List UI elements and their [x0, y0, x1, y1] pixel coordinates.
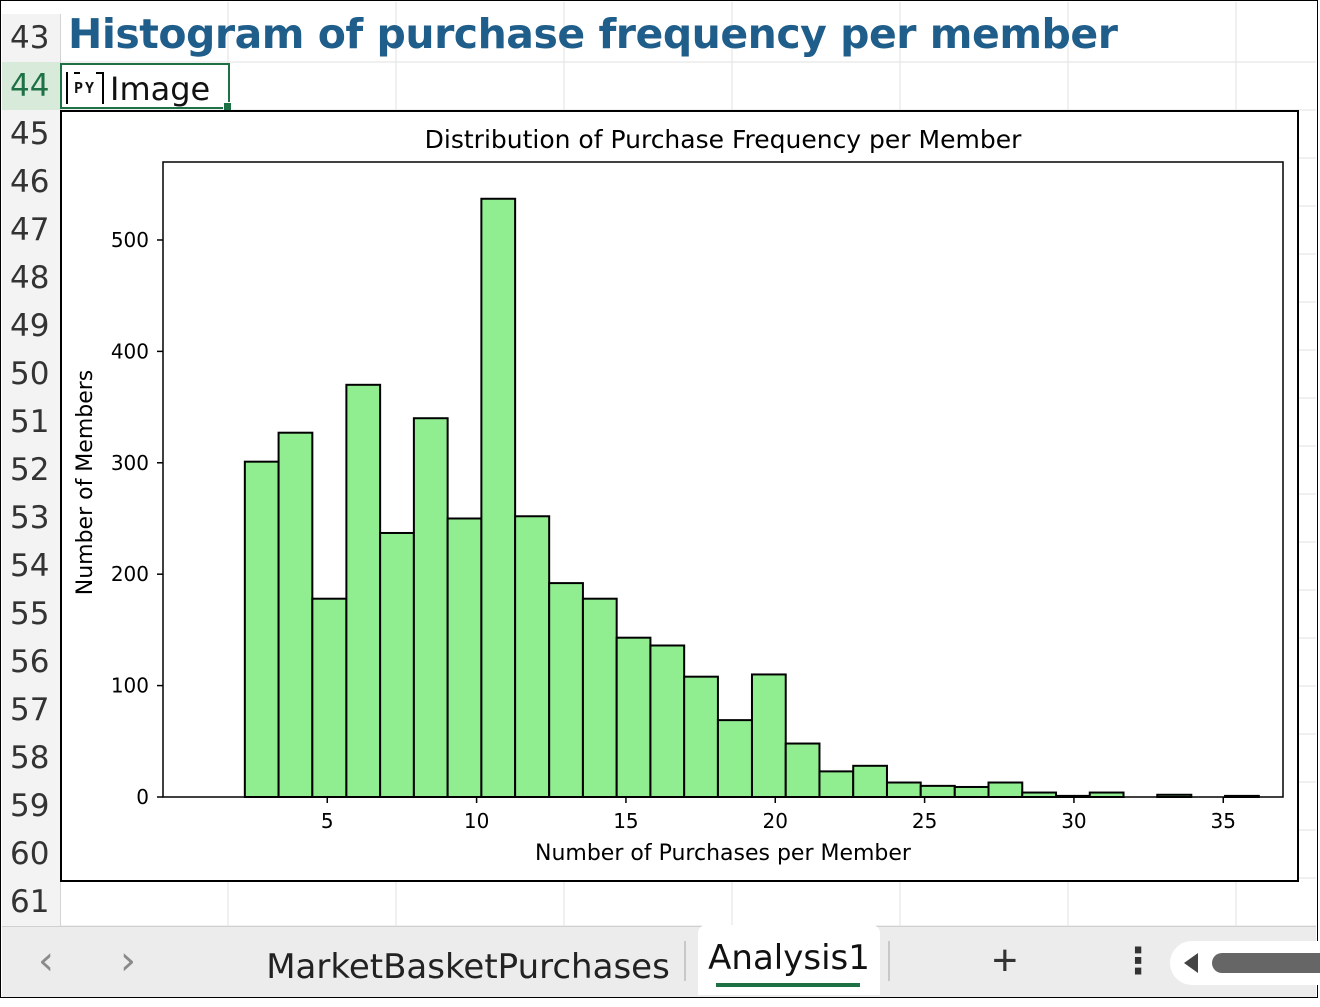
y-tick-label: 400 [111, 339, 149, 363]
histogram-bar-25 [1055, 794, 1091, 799]
y-tick-label: 500 [111, 228, 149, 252]
tab-separator [888, 941, 890, 981]
row-header-58[interactable]: 58 [10, 740, 50, 776]
histogram-bar-19 [852, 764, 888, 798]
row-header-56[interactable]: 56 [10, 644, 50, 680]
histogram-chart: Distribution of Purchase Frequency per M… [73, 125, 1284, 866]
y-tick-label: 100 [111, 674, 149, 698]
histogram-bar-16 [750, 673, 787, 798]
sheet-tab-marketbasketpurchases[interactable]: MarketBasketPurchases [266, 947, 670, 987]
chart-image[interactable]: Distribution of Purchase Frequency per M… [60, 110, 1299, 882]
python-icon: PY [66, 72, 104, 104]
histogram-bar-1 [243, 460, 280, 798]
chart-title: Distribution of Purchase Frequency per M… [425, 125, 1022, 154]
histogram-bar-5 [379, 531, 415, 798]
histogram-bar-30 [1224, 794, 1260, 799]
y-tick-label: 0 [136, 785, 149, 809]
histogram-bar-20 [885, 781, 922, 798]
histogram-bar-12 [615, 636, 652, 799]
histogram-bar-6 [412, 417, 449, 798]
sheet-tab-label: Analysis1 [708, 938, 870, 978]
more-options-icon[interactable]: ⋮ [1120, 940, 1156, 981]
row-header-54[interactable]: 54 [10, 548, 50, 584]
row-header-47[interactable]: 47 [10, 212, 50, 248]
histogram-bar-15 [716, 719, 753, 799]
x-axis-label: Number of Purchases per Member [535, 841, 912, 866]
x-tick-label: 30 [1061, 809, 1086, 833]
histogram-bar-21 [919, 784, 956, 798]
histogram-bar-24 [1021, 791, 1058, 799]
python-cell-value[interactable]: Image [110, 70, 211, 108]
row-header-55[interactable]: 55 [10, 596, 50, 632]
scrollbar-thumb[interactable] [1212, 953, 1320, 973]
active-cell-selection[interactable] [60, 63, 232, 111]
sheet-tab-bar: ‹ › MarketBasketPurchases Analysis1 + ⋮ [2, 925, 1320, 997]
row-header-45[interactable]: 45 [10, 116, 50, 152]
histogram-bar-26 [1088, 791, 1125, 799]
y-tick-label: 200 [111, 562, 149, 586]
histogram-bar-2 [277, 431, 314, 798]
active-tab-underline [716, 983, 860, 987]
x-tick-label: 35 [1211, 809, 1236, 833]
row-header-53[interactable]: 53 [10, 500, 50, 536]
histogram-bar-13 [649, 644, 686, 798]
histogram-bar-18 [818, 770, 855, 799]
row-header-44[interactable]: 44 [2, 62, 60, 110]
chevron-left-icon[interactable]: ‹ [38, 938, 54, 984]
histogram-bar-10 [548, 582, 584, 798]
tab-separator [684, 941, 686, 981]
row-header-50[interactable]: 50 [10, 356, 50, 392]
scroll-left-icon[interactable] [1184, 953, 1198, 973]
histogram-bar-3 [311, 597, 348, 798]
row-header-46[interactable]: 46 [10, 164, 50, 200]
histogram-bar-11 [581, 597, 618, 798]
histogram-bar-9 [514, 515, 551, 798]
y-axis-label: Number of Members [73, 370, 98, 596]
x-tick-label: 20 [763, 809, 788, 833]
histogram-bar-28 [1156, 793, 1193, 798]
section-title-cell[interactable]: Histogram of purchase frequency per memb… [68, 10, 1118, 58]
y-tick-label: 300 [111, 451, 149, 475]
row-header-60[interactable]: 60 [10, 836, 50, 872]
x-tick-label: 25 [912, 809, 937, 833]
row-header-52[interactable]: 52 [10, 452, 50, 488]
row-header-57[interactable]: 57 [10, 692, 50, 728]
row-header-59[interactable]: 59 [10, 788, 50, 824]
row-header-48[interactable]: 48 [10, 260, 50, 296]
histogram-bar-17 [784, 742, 821, 798]
add-sheet-button[interactable]: + [992, 936, 1018, 985]
x-tick-label: 5 [321, 809, 334, 833]
histogram-bar-8 [480, 197, 517, 798]
sheet-tab-analysis1[interactable]: Analysis1 [698, 925, 880, 995]
row-header-49[interactable]: 49 [10, 308, 50, 344]
histogram-bar-23 [987, 781, 1024, 798]
chevron-right-icon[interactable]: › [120, 938, 136, 984]
histogram-bar-7 [446, 517, 483, 798]
horizontal-scrollbar[interactable] [1170, 941, 1320, 985]
histogram-bar-4 [345, 383, 382, 798]
row-header-51[interactable]: 51 [10, 404, 50, 440]
histogram-bar-14 [683, 675, 719, 798]
x-tick-label: 15 [613, 809, 638, 833]
histogram-bar-22 [953, 785, 990, 799]
x-tick-label: 10 [464, 809, 489, 833]
row-header-column[interactable]: 43 44 45 46 47 48 49 50 51 52 53 54 55 56 57 58 59 60 61 [2, 14, 61, 926]
row-header-61[interactable]: 61 [10, 884, 50, 920]
row-header-43[interactable]: 43 [10, 20, 50, 56]
